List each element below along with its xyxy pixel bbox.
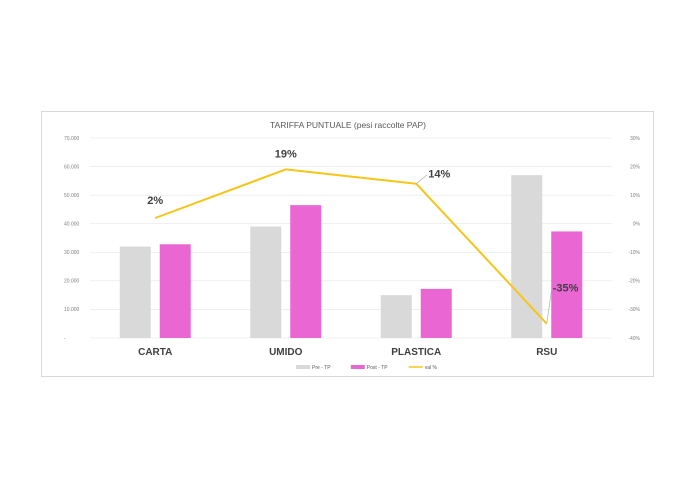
y-left-tick-label: 50.000 xyxy=(64,193,80,199)
chart-svg: TARIFFA PUNTUALE (pesi raccolte PAP) -10… xyxy=(64,120,641,371)
y-right-tick-label: 20% xyxy=(630,164,641,170)
data-label: -35% xyxy=(553,283,579,295)
y-left-tick-label: 10.000 xyxy=(64,307,80,313)
y-left-tick-label: 70.000 xyxy=(64,136,80,142)
legend-label: val % xyxy=(425,365,438,371)
legend: Pre - TP Post - TP val % xyxy=(296,365,437,371)
bars xyxy=(119,175,583,338)
bar-post xyxy=(290,205,322,338)
bar-pre xyxy=(119,246,151,338)
category-labels: CARTA UMIDO PLASTICA RSU xyxy=(138,347,557,358)
label-leader-line xyxy=(416,174,428,184)
y-right-tick-label: 10% xyxy=(630,193,641,199)
category-label: UMIDO xyxy=(269,347,303,358)
legend-swatch xyxy=(296,365,310,369)
y-right-tick-label: -30% xyxy=(628,307,640,313)
bar-pre xyxy=(380,295,412,338)
y-left-tick-label: 60.000 xyxy=(64,164,80,170)
chart-title: TARIFFA PUNTUALE (pesi raccolte PAP) xyxy=(270,120,426,130)
y-left-tick-label: - xyxy=(64,336,66,342)
bar-pre xyxy=(511,175,543,338)
line-series-val xyxy=(154,168,548,325)
y-right-tick-label: 30% xyxy=(630,136,641,142)
y-left-tick-label: 40.000 xyxy=(64,222,80,228)
data-label: 14% xyxy=(428,169,450,181)
category-label: CARTA xyxy=(138,347,172,358)
data-label: 19% xyxy=(275,148,297,160)
chart-container: TARIFFA PUNTUALE (pesi raccolte PAP) -10… xyxy=(41,111,654,377)
y-right-tick-label: -40% xyxy=(628,336,640,342)
bar-post xyxy=(551,231,583,338)
legend-label: Post - TP xyxy=(367,365,388,371)
bar-post xyxy=(420,288,452,338)
y-right-tick-label: -20% xyxy=(628,279,640,285)
y-left-tick-label: 20.000 xyxy=(64,279,80,285)
label-leader-line xyxy=(546,288,553,324)
category-label: PLASTICA xyxy=(391,347,441,358)
legend-swatch xyxy=(350,365,365,369)
legend-label: Pre - TP xyxy=(312,365,331,371)
y-right-tick-label: -10% xyxy=(628,250,640,256)
bar-post xyxy=(159,244,191,338)
y-axis-left-ticks: - 10.000 20.000 30.000 40.000 50.000 60.000 70.… xyxy=(64,136,80,342)
percent-line: 2% 19% 14% -35% xyxy=(147,148,579,325)
y-left-tick-label: 30.000 xyxy=(64,250,80,256)
y-right-tick-label: 0% xyxy=(633,222,641,228)
y-axis-right-ticks: -40% -30% -20% -10% 0% 10% 20% 30% xyxy=(628,136,640,342)
category-label: RSU xyxy=(536,347,557,358)
bar-pre xyxy=(250,226,282,338)
data-label: 2% xyxy=(147,195,163,207)
